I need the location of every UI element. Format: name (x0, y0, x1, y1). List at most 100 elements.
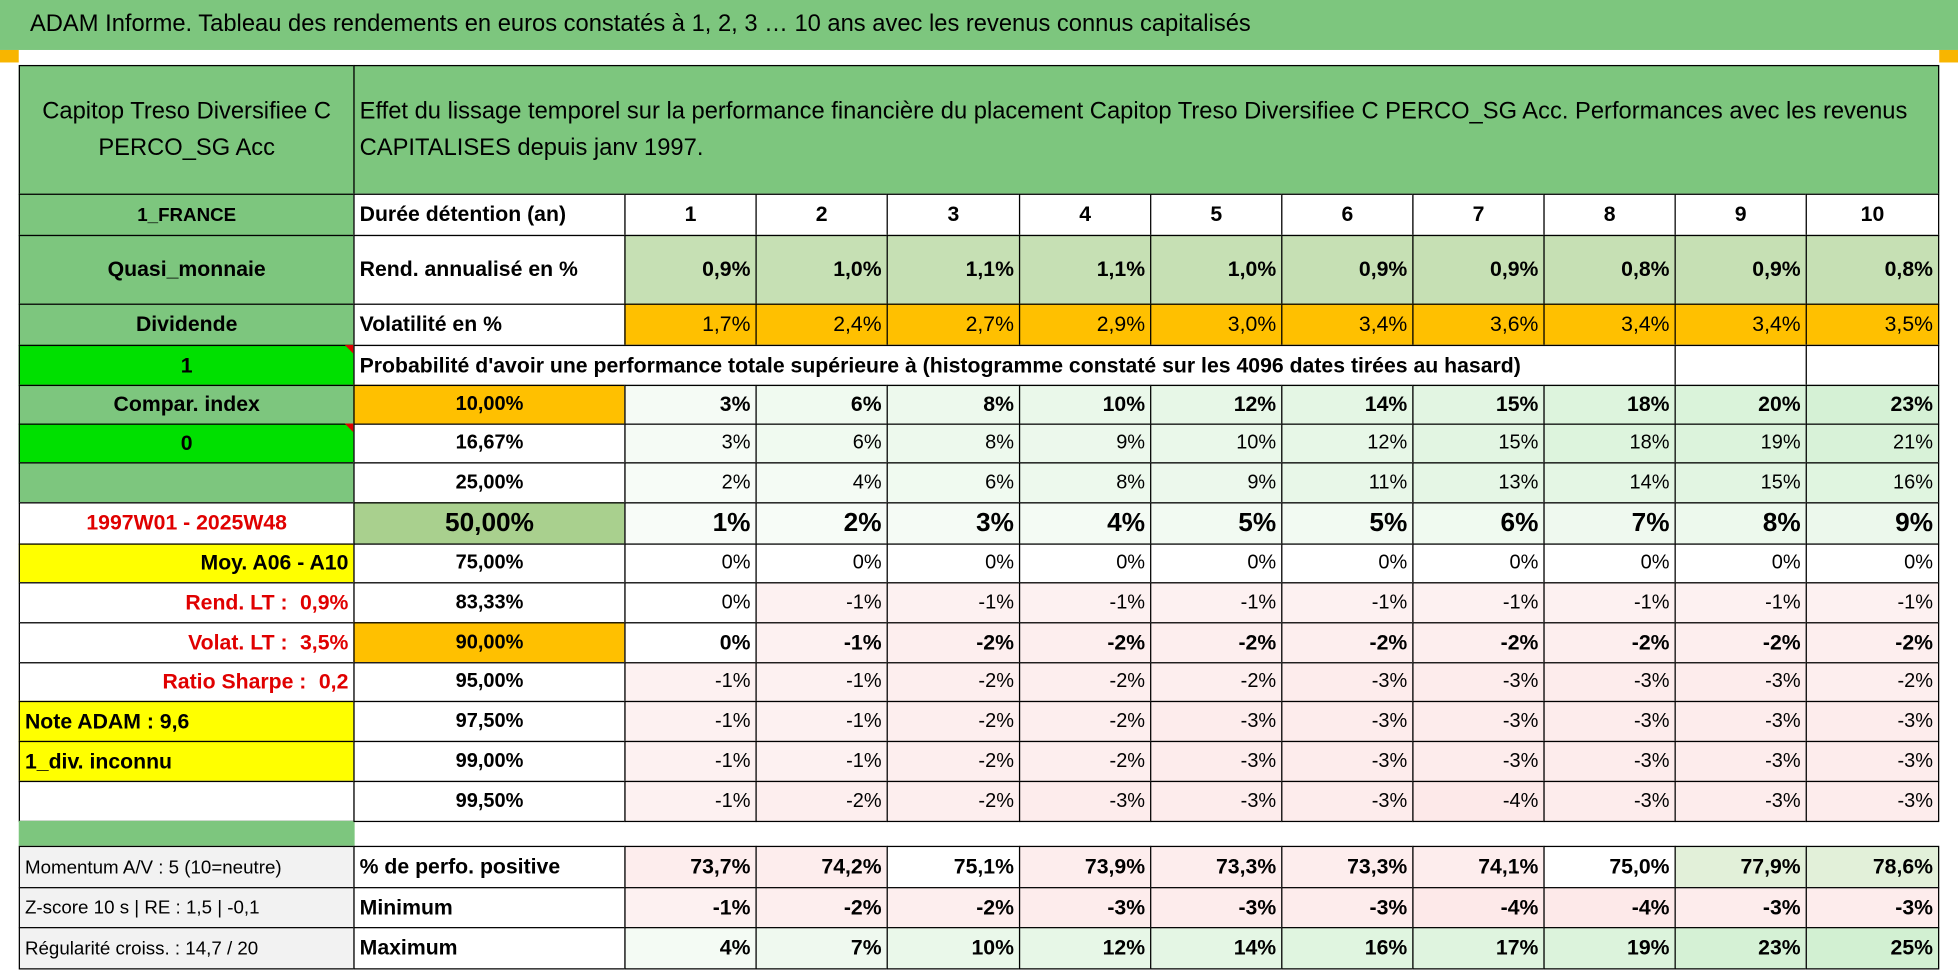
probability: -3% (1674, 740, 1807, 783)
annual-return: 1,1% (1018, 234, 1152, 305)
probability: 2% (624, 462, 757, 504)
probability: 6% (755, 423, 888, 464)
probability: 12% (1281, 423, 1414, 464)
threshold: 10,00% (353, 384, 626, 425)
threshold: 99,50% (353, 780, 626, 823)
threshold: 25,00% (353, 462, 626, 504)
probability: 9% (1805, 502, 1940, 545)
row-label: Minimum (353, 887, 626, 929)
probability: -1% (755, 700, 888, 743)
probability: -2% (1805, 662, 1940, 703)
annual-return: 0,8% (1543, 234, 1676, 305)
probability: 7% (1543, 502, 1676, 545)
stat: -3% (1674, 887, 1807, 929)
probability: 3% (624, 423, 757, 464)
stat: 75,1% (886, 845, 1021, 889)
probability: 0% (1543, 543, 1676, 584)
sidebar-indicator: Z-score 10 s | RE : 1,5 | -0,1 (18, 887, 355, 929)
text: 3,5% (300, 630, 349, 655)
probability: -3% (1150, 700, 1283, 743)
probability: 0% (1281, 543, 1414, 584)
threshold: 16,67% (353, 423, 626, 464)
probability: 0% (1150, 543, 1283, 584)
probability: -3% (1018, 780, 1152, 823)
sidebar-indicator: Momentum A/V : 5 (10=neutre) (18, 845, 355, 889)
probability: -3% (1674, 700, 1807, 743)
stat: -2% (755, 887, 888, 929)
text: Ratio Sharpe : (162, 669, 307, 694)
volatility: 1,7% (624, 303, 757, 347)
probability: 11% (1281, 462, 1414, 504)
stat: 7% (755, 927, 888, 970)
sidebar-cell: Quasi_monnaie (18, 234, 355, 305)
probability: -3% (1805, 700, 1940, 743)
threshold: 97,50% (353, 700, 626, 743)
sidebar-indicator: Régularité croiss. : 14,7 / 20 (18, 927, 355, 970)
probability: -2% (1805, 622, 1940, 664)
stat: -2% (886, 887, 1021, 929)
duration: 7 (1412, 193, 1545, 237)
annual-return: 0,9% (1412, 234, 1545, 305)
sidebar-stat: Ratio Sharpe : 0,2 (18, 662, 355, 703)
corner (0, 49, 19, 63)
probability: -2% (886, 740, 1021, 783)
sidebar-cell: Compar. index (18, 384, 355, 425)
probability: 21% (1805, 423, 1940, 464)
probability: 8% (1674, 502, 1807, 545)
probability: -3% (1150, 740, 1283, 783)
row-label: Volatilité en % (353, 303, 626, 347)
probability: -3% (1543, 700, 1676, 743)
text: 0,9% (300, 590, 349, 615)
comment-marker (344, 344, 354, 354)
probability: 16% (1805, 462, 1940, 504)
duration: 8 (1543, 193, 1676, 237)
probability: 3% (624, 384, 757, 425)
stat: 73,3% (1150, 845, 1283, 889)
stat: 10% (886, 927, 1021, 970)
sidebar-cell: 1 (18, 344, 355, 387)
probability: 14% (1543, 462, 1676, 504)
title-bar: ADAM Informe. Tableau des rendements en … (0, 0, 1958, 50)
probability: -2% (1412, 622, 1545, 664)
probability: -3% (1281, 740, 1414, 783)
probability: 2% (755, 502, 888, 545)
probability: -2% (886, 780, 1021, 823)
probability: 8% (1018, 462, 1152, 504)
probability: -1% (886, 582, 1021, 624)
threshold: 99,00% (353, 740, 626, 783)
stat: -3% (1281, 887, 1414, 929)
probability: -2% (1018, 740, 1152, 783)
duration: 6 (1281, 193, 1414, 237)
probability: 5% (1150, 502, 1283, 545)
stat: -3% (1805, 887, 1940, 929)
probability: -2% (1018, 700, 1152, 743)
probability: -3% (1543, 780, 1676, 823)
stat: 73,7% (624, 845, 757, 889)
probability: 15% (1412, 384, 1545, 425)
stat: 74,2% (755, 845, 888, 889)
probability: 10% (1018, 384, 1152, 425)
probability: 9% (1018, 423, 1152, 464)
probability: 4% (755, 462, 888, 504)
corner (1939, 49, 1958, 63)
probability: 0% (624, 622, 757, 664)
probability: -1% (624, 780, 757, 823)
annual-return: 1,1% (886, 234, 1021, 305)
probability: 19% (1674, 423, 1807, 464)
stat: 16% (1281, 927, 1414, 970)
probability: 6% (755, 384, 888, 425)
probability: -1% (1543, 582, 1676, 624)
threshold: 95,00% (353, 662, 626, 703)
duration: 1 (624, 193, 757, 237)
probability: -1% (624, 740, 757, 783)
stat: 19% (1543, 927, 1676, 970)
text: Rend. LT : (185, 590, 288, 615)
probability: 6% (1412, 502, 1545, 545)
empty-cell (1674, 344, 1807, 387)
probability: -3% (1543, 740, 1676, 783)
sidebar-cell: 1_FRANCE (18, 193, 355, 237)
probability: 0% (624, 582, 757, 624)
sidebar-cell: Dividende (18, 303, 355, 347)
probability: -4% (1412, 780, 1545, 823)
probability: -2% (1543, 622, 1676, 664)
